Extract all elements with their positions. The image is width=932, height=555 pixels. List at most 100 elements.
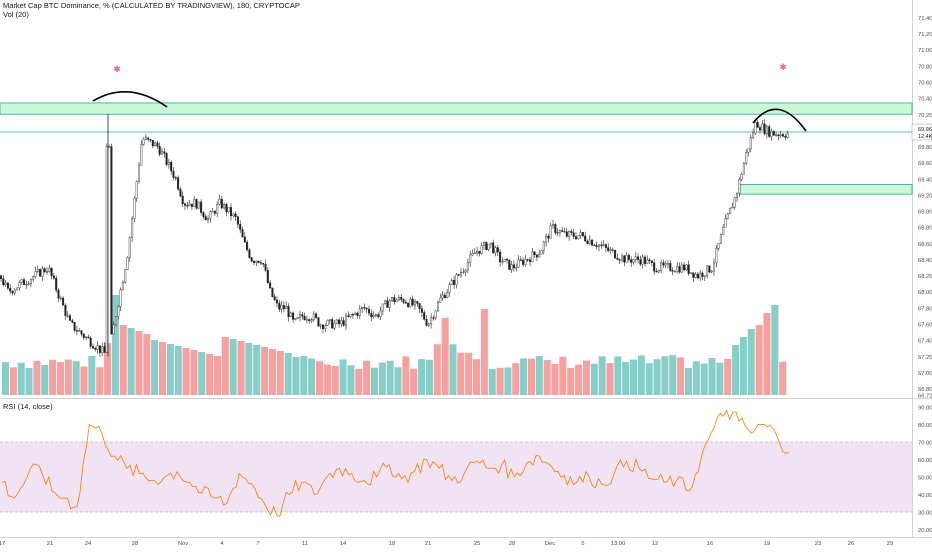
candle-body bbox=[308, 319, 311, 321]
price-tick: 69.40 bbox=[918, 177, 932, 183]
candle-body bbox=[27, 283, 30, 285]
candle-body bbox=[278, 302, 281, 310]
volume-bar bbox=[355, 368, 363, 395]
volume-bar bbox=[755, 325, 763, 395]
volume-bar bbox=[496, 367, 504, 395]
top-arc-right bbox=[752, 108, 807, 132]
candle-body bbox=[724, 218, 727, 228]
candle-body bbox=[262, 263, 265, 265]
time-tick: 28 bbox=[509, 541, 515, 547]
candle-body bbox=[457, 274, 460, 276]
volume-bar bbox=[135, 331, 143, 395]
candle-body bbox=[506, 259, 509, 261]
volume-bar bbox=[410, 368, 418, 395]
candle-body bbox=[342, 320, 345, 326]
volume-bar bbox=[512, 363, 520, 395]
candle-body bbox=[572, 232, 575, 237]
candle-body bbox=[515, 267, 518, 269]
candle-body bbox=[16, 287, 19, 291]
volume-bar bbox=[575, 364, 583, 395]
price-tick: 69.20 bbox=[918, 193, 932, 199]
time-tick: 16 bbox=[707, 541, 713, 547]
candle-body bbox=[736, 192, 739, 198]
price-axis: 71.4071.2071.0070.8070.6070.4070.2070.00… bbox=[918, 16, 932, 400]
candle-body bbox=[752, 132, 755, 138]
candle-body bbox=[455, 274, 458, 285]
candle-body bbox=[742, 162, 745, 175]
candle-body bbox=[549, 224, 552, 239]
candle-body bbox=[699, 272, 702, 279]
candle-body bbox=[545, 235, 548, 243]
volume-bar bbox=[127, 328, 135, 395]
volume-bar bbox=[111, 295, 119, 395]
candle-body bbox=[172, 170, 175, 178]
candle-body bbox=[368, 308, 371, 314]
last-price-marker-text: 12.4K bbox=[918, 134, 932, 140]
time-tick: 23 bbox=[815, 541, 821, 547]
time-tick: 26 bbox=[848, 541, 854, 547]
volume-bar bbox=[535, 355, 543, 395]
candle-body bbox=[227, 207, 230, 213]
price-tick: 69.00 bbox=[918, 210, 932, 216]
volume-bar bbox=[449, 344, 457, 395]
symbol-title: Market Cap BTC Dominance, % (CALCULATED … bbox=[3, 1, 300, 10]
volume-bar bbox=[72, 361, 80, 395]
candle-body bbox=[402, 299, 405, 303]
volume-bar bbox=[104, 343, 112, 395]
candle-body bbox=[223, 204, 226, 209]
candle-body bbox=[715, 248, 718, 264]
candle-body bbox=[243, 236, 246, 243]
volume-bar bbox=[598, 356, 606, 395]
candle-body bbox=[717, 243, 720, 249]
volume-bar bbox=[684, 367, 692, 395]
candle-body bbox=[701, 272, 704, 277]
price-tick: 70.80 bbox=[918, 64, 932, 70]
volume-bar bbox=[245, 343, 253, 395]
volume-bar bbox=[323, 364, 331, 395]
volume-bar bbox=[190, 350, 198, 395]
volume-bar bbox=[779, 361, 787, 395]
candle-body bbox=[501, 261, 504, 263]
time-tick: 14 bbox=[340, 541, 347, 547]
candle-body bbox=[637, 256, 640, 260]
candle-body bbox=[526, 259, 529, 261]
candle-body bbox=[512, 264, 515, 269]
candle-body bbox=[439, 297, 442, 303]
signal-marker-left: ✱ bbox=[113, 64, 121, 74]
candle-body bbox=[614, 250, 617, 259]
support-zone bbox=[739, 184, 913, 195]
candle-body bbox=[36, 269, 39, 272]
candle-body bbox=[483, 242, 486, 246]
candle-body bbox=[690, 272, 693, 274]
candle-body bbox=[657, 270, 660, 273]
volume-bar bbox=[394, 367, 402, 395]
volume-bar bbox=[56, 362, 64, 395]
candle-body bbox=[522, 259, 525, 265]
candle-body bbox=[602, 244, 605, 246]
candle-body bbox=[89, 337, 92, 347]
volume-bar bbox=[229, 339, 237, 395]
volume-bar bbox=[159, 342, 167, 395]
candle-body bbox=[55, 278, 58, 291]
time-tick: 4 bbox=[220, 541, 224, 547]
candle-body bbox=[177, 177, 180, 190]
candle-body bbox=[363, 307, 366, 309]
volume-bar bbox=[559, 356, 567, 395]
candle-body bbox=[678, 266, 681, 273]
time-tick: 28 bbox=[132, 541, 138, 547]
candle-body bbox=[759, 127, 762, 131]
volume-bar bbox=[630, 359, 638, 395]
candle-body bbox=[655, 270, 658, 273]
candle-body bbox=[206, 218, 209, 221]
candle-body bbox=[179, 188, 182, 197]
candle-body bbox=[650, 260, 653, 264]
volume-bar bbox=[637, 355, 645, 395]
candle-body bbox=[335, 319, 338, 324]
candle-body bbox=[101, 346, 104, 353]
candle-body bbox=[554, 224, 557, 233]
candle-body bbox=[469, 254, 472, 263]
volume-bar bbox=[402, 356, 410, 395]
candle-body bbox=[319, 324, 322, 327]
